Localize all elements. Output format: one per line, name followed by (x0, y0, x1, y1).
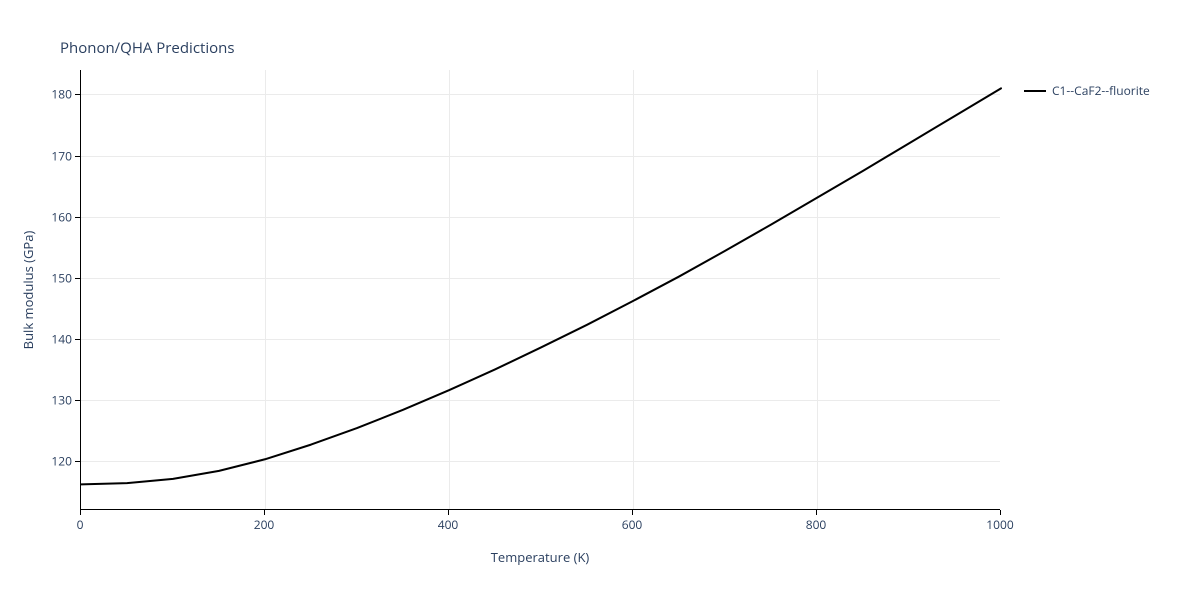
x-tick-mark (1000, 510, 1001, 515)
legend-label: C1--CaF2--fluorite (1052, 82, 1150, 99)
y-tick-label: 170 (51, 147, 72, 164)
y-tick-label: 150 (51, 269, 72, 286)
y-tick-mark (75, 94, 80, 95)
x-axis-label: Temperature (K) (491, 548, 590, 566)
y-tick-mark (75, 278, 80, 279)
y-tick-label: 130 (51, 392, 72, 409)
x-tick-label: 600 (622, 516, 643, 533)
chart-title: Phonon/QHA Predictions (60, 38, 235, 58)
x-tick-label: 200 (254, 516, 275, 533)
x-tick-label: 0 (77, 516, 84, 533)
y-tick-label: 140 (51, 330, 72, 347)
y-tick-label: 160 (51, 208, 72, 225)
x-tick-label: 1000 (986, 516, 1013, 533)
y-tick-mark (75, 461, 80, 462)
y-tick-mark (75, 400, 80, 401)
series-path (81, 88, 1001, 484)
y-axis-label: Bulk modulus (GPa) (19, 231, 37, 350)
chart-root: Phonon/QHA Predictions 0 200 400 600 800 1000… (0, 0, 1200, 600)
x-tick-container: 02004006008001000 (80, 510, 1000, 540)
x-tick-mark (816, 510, 817, 515)
legend-swatch (1024, 90, 1046, 92)
x-tick-mark (632, 510, 633, 515)
y-tick-mark (75, 217, 80, 218)
y-tick-container: 120 130 140 150 160 170 180 (0, 70, 80, 510)
x-tick-mark (80, 510, 81, 515)
legend[interactable]: C1--CaF2--fluorite (1024, 82, 1150, 99)
plot-area[interactable] (80, 70, 1000, 510)
x-tick-mark (264, 510, 265, 515)
series-line (81, 70, 1001, 510)
x-tick-label: 400 (438, 516, 459, 533)
x-tick-mark (448, 510, 449, 515)
y-tick-label: 120 (51, 453, 72, 470)
x-tick-label: 800 (806, 516, 827, 533)
y-tick-mark (75, 339, 80, 340)
y-tick-mark (75, 156, 80, 157)
y-tick-label: 180 (51, 86, 72, 103)
